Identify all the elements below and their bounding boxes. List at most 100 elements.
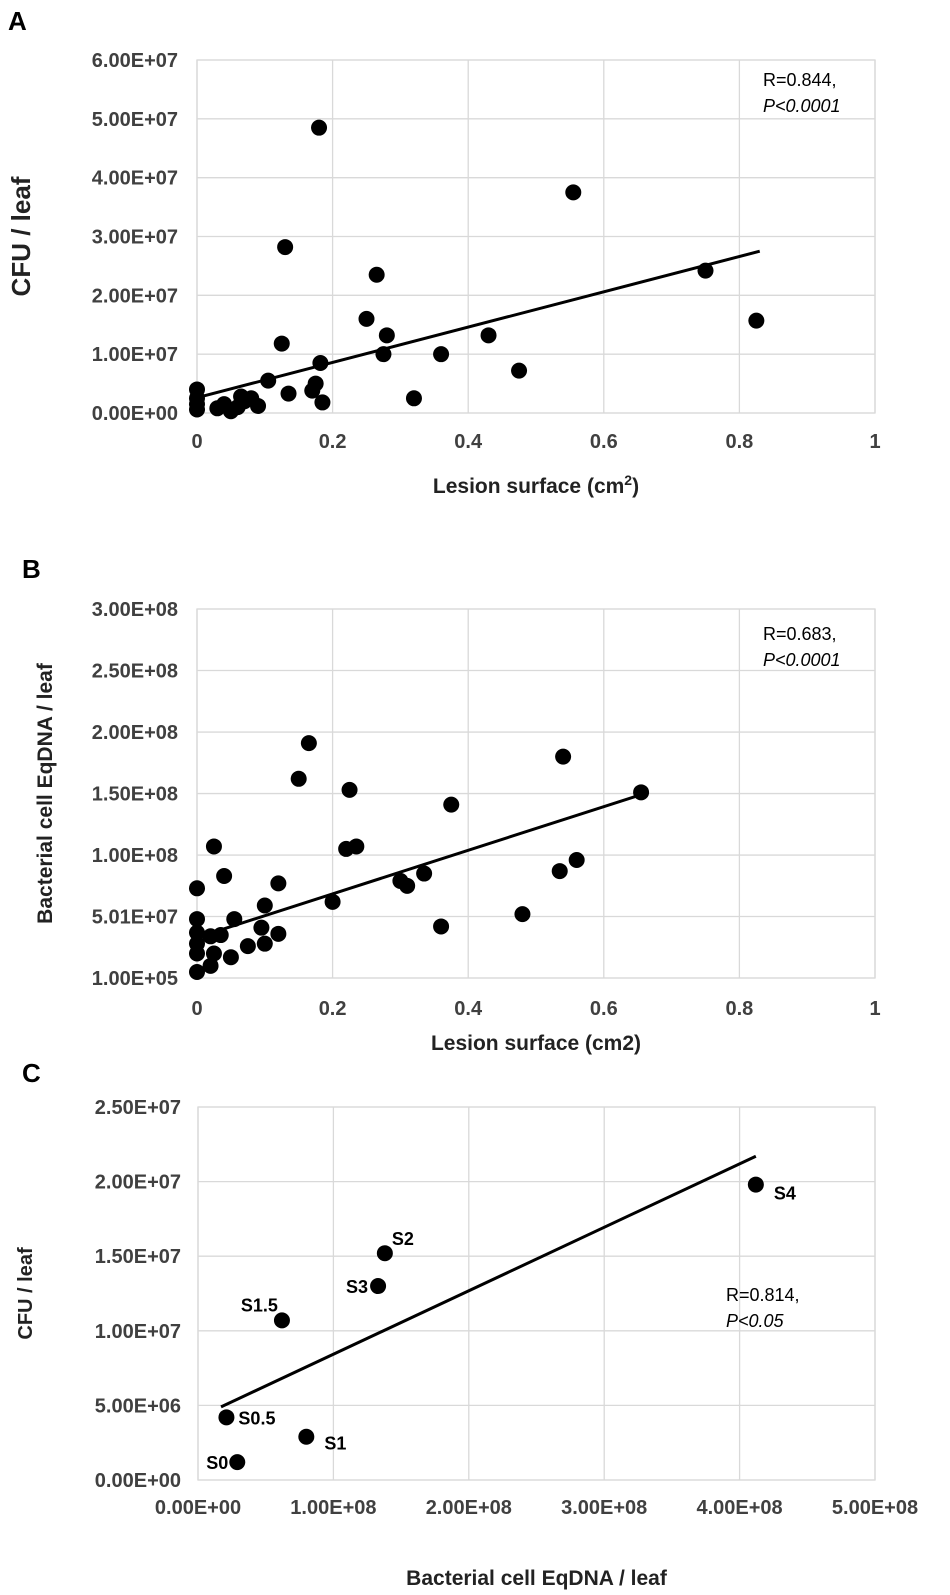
x-tick-label: 0.4 — [454, 998, 483, 1020]
y-tick-label: 2.50E+08 — [92, 661, 178, 683]
data-point — [290, 770, 307, 787]
data-point — [226, 911, 243, 928]
point-label: S0.5 — [238, 1408, 275, 1428]
x-tick-label: 0 — [191, 431, 202, 453]
panel-label-b: B — [22, 554, 41, 584]
data-point — [416, 865, 433, 882]
x-axis-title: Bacterial cell EqDNA / leaf — [406, 1567, 668, 1590]
data-point — [250, 397, 267, 414]
data-point — [514, 906, 531, 923]
y-tick-label: 2.00E+07 — [95, 1172, 181, 1194]
data-point — [216, 867, 233, 884]
y-tick-label: 1.00E+08 — [92, 845, 178, 867]
y-tick-label: 1.00E+05 — [92, 968, 178, 990]
data-point — [341, 781, 358, 798]
data-point — [202, 957, 219, 974]
data-point — [443, 796, 460, 813]
y-tick-label: 5.01E+07 — [92, 906, 178, 928]
y-axis-title: CFU / leaf — [15, 1247, 37, 1340]
data-point — [697, 262, 714, 279]
data-point — [433, 918, 450, 935]
data-point — [256, 935, 273, 952]
data-point — [256, 897, 273, 914]
data-point — [280, 385, 297, 402]
data-point — [311, 119, 328, 136]
y-tick-label: 2.00E+08 — [92, 722, 178, 744]
data-point — [368, 266, 385, 283]
x-tick-label: 0.6 — [590, 431, 618, 453]
data-point — [229, 1454, 246, 1471]
data-point — [307, 375, 324, 392]
x-tick-label: 0.8 — [725, 998, 753, 1020]
point-label: S3 — [346, 1277, 368, 1297]
x-axis-title: Lesion surface (cm2) — [433, 472, 639, 498]
data-point — [218, 1409, 235, 1426]
data-point — [273, 335, 290, 352]
trendline — [196, 792, 645, 939]
data-point — [378, 327, 395, 344]
data-point — [358, 310, 375, 327]
x-tick-label: 0.6 — [590, 998, 618, 1020]
x-tick-label: 0.2 — [319, 431, 347, 453]
data-point — [370, 1278, 387, 1295]
data-point — [405, 390, 422, 407]
data-point — [270, 925, 287, 942]
data-point — [348, 838, 365, 855]
data-point — [189, 911, 205, 928]
x-tick-label: 0.8 — [725, 431, 753, 453]
data-point — [480, 327, 497, 344]
data-point — [324, 893, 341, 910]
x-tick-label: 1 — [869, 431, 880, 453]
data-point — [300, 735, 317, 752]
x-tick-label: 1 — [869, 998, 880, 1020]
data-point — [312, 354, 329, 371]
chart-c: 0.00E+00 5.00E+06 1.00E+07 1.50E+07 2.00E+07… — [15, 1097, 918, 1590]
point-label: S4 — [774, 1184, 796, 1204]
chart-a: 0.00E+00 1.00E+07 2.00E+07 3.00E+07 4.00E+07… — [6, 50, 881, 498]
data-point — [633, 784, 650, 801]
point-label: S1 — [324, 1434, 346, 1454]
y-tick-label: 2.00E+07 — [92, 285, 178, 307]
annotation-r: R=0.814, — [726, 1285, 800, 1305]
data-point — [239, 938, 256, 955]
y-tick-label: 2.50E+07 — [95, 1097, 181, 1119]
data-point — [568, 852, 585, 869]
point-label: S1.5 — [241, 1295, 278, 1315]
panel-label-a: A — [8, 6, 27, 36]
y-tick-label: 5.00E+06 — [95, 1395, 181, 1417]
y-tick-label: 3.00E+07 — [92, 227, 178, 249]
data-point — [189, 945, 205, 962]
x-tick-label: 5.00E+08 — [832, 1497, 918, 1519]
data-point — [511, 362, 528, 379]
data-point — [205, 838, 222, 855]
y-tick-label: 0.00E+00 — [95, 1470, 181, 1492]
chart-b: 1.00E+05 5.01E+07 1.00E+08 1.50E+08 2.00E+08… — [34, 599, 881, 1055]
point-label: S0 — [206, 1453, 228, 1473]
trendline — [220, 1154, 757, 1409]
annotation-p: P<0.0001 — [763, 96, 841, 116]
data-point — [253, 919, 270, 936]
y-tick-label: 1.50E+08 — [92, 784, 178, 806]
y-tick-label: 4.00E+07 — [92, 168, 178, 190]
data-point — [376, 1245, 393, 1262]
y-axis-title: CFU / leaf — [6, 176, 36, 296]
data-point — [555, 748, 572, 765]
data-point — [298, 1428, 315, 1445]
data-point — [277, 239, 294, 256]
x-tick-label: 0.4 — [454, 431, 483, 453]
x-tick-label: 0.2 — [319, 998, 347, 1020]
x-tick-label: 0 — [191, 998, 202, 1020]
x-tick-label: 0.00E+00 — [155, 1497, 241, 1519]
panel-label-c: C — [22, 1058, 41, 1088]
data-point — [212, 927, 229, 944]
x-axis-title: Lesion surface (cm2) — [431, 1032, 641, 1055]
point-label: S2 — [392, 1229, 414, 1249]
x-tick-label: 3.00E+08 — [561, 1497, 647, 1519]
y-tick-label: 1.00E+07 — [95, 1321, 181, 1343]
x-tick-label: 4.00E+08 — [696, 1497, 782, 1519]
x-tick-label: 1.00E+08 — [290, 1497, 376, 1519]
data-point — [189, 880, 205, 897]
data-point — [222, 949, 239, 966]
y-tick-label: 3.00E+08 — [92, 599, 178, 621]
